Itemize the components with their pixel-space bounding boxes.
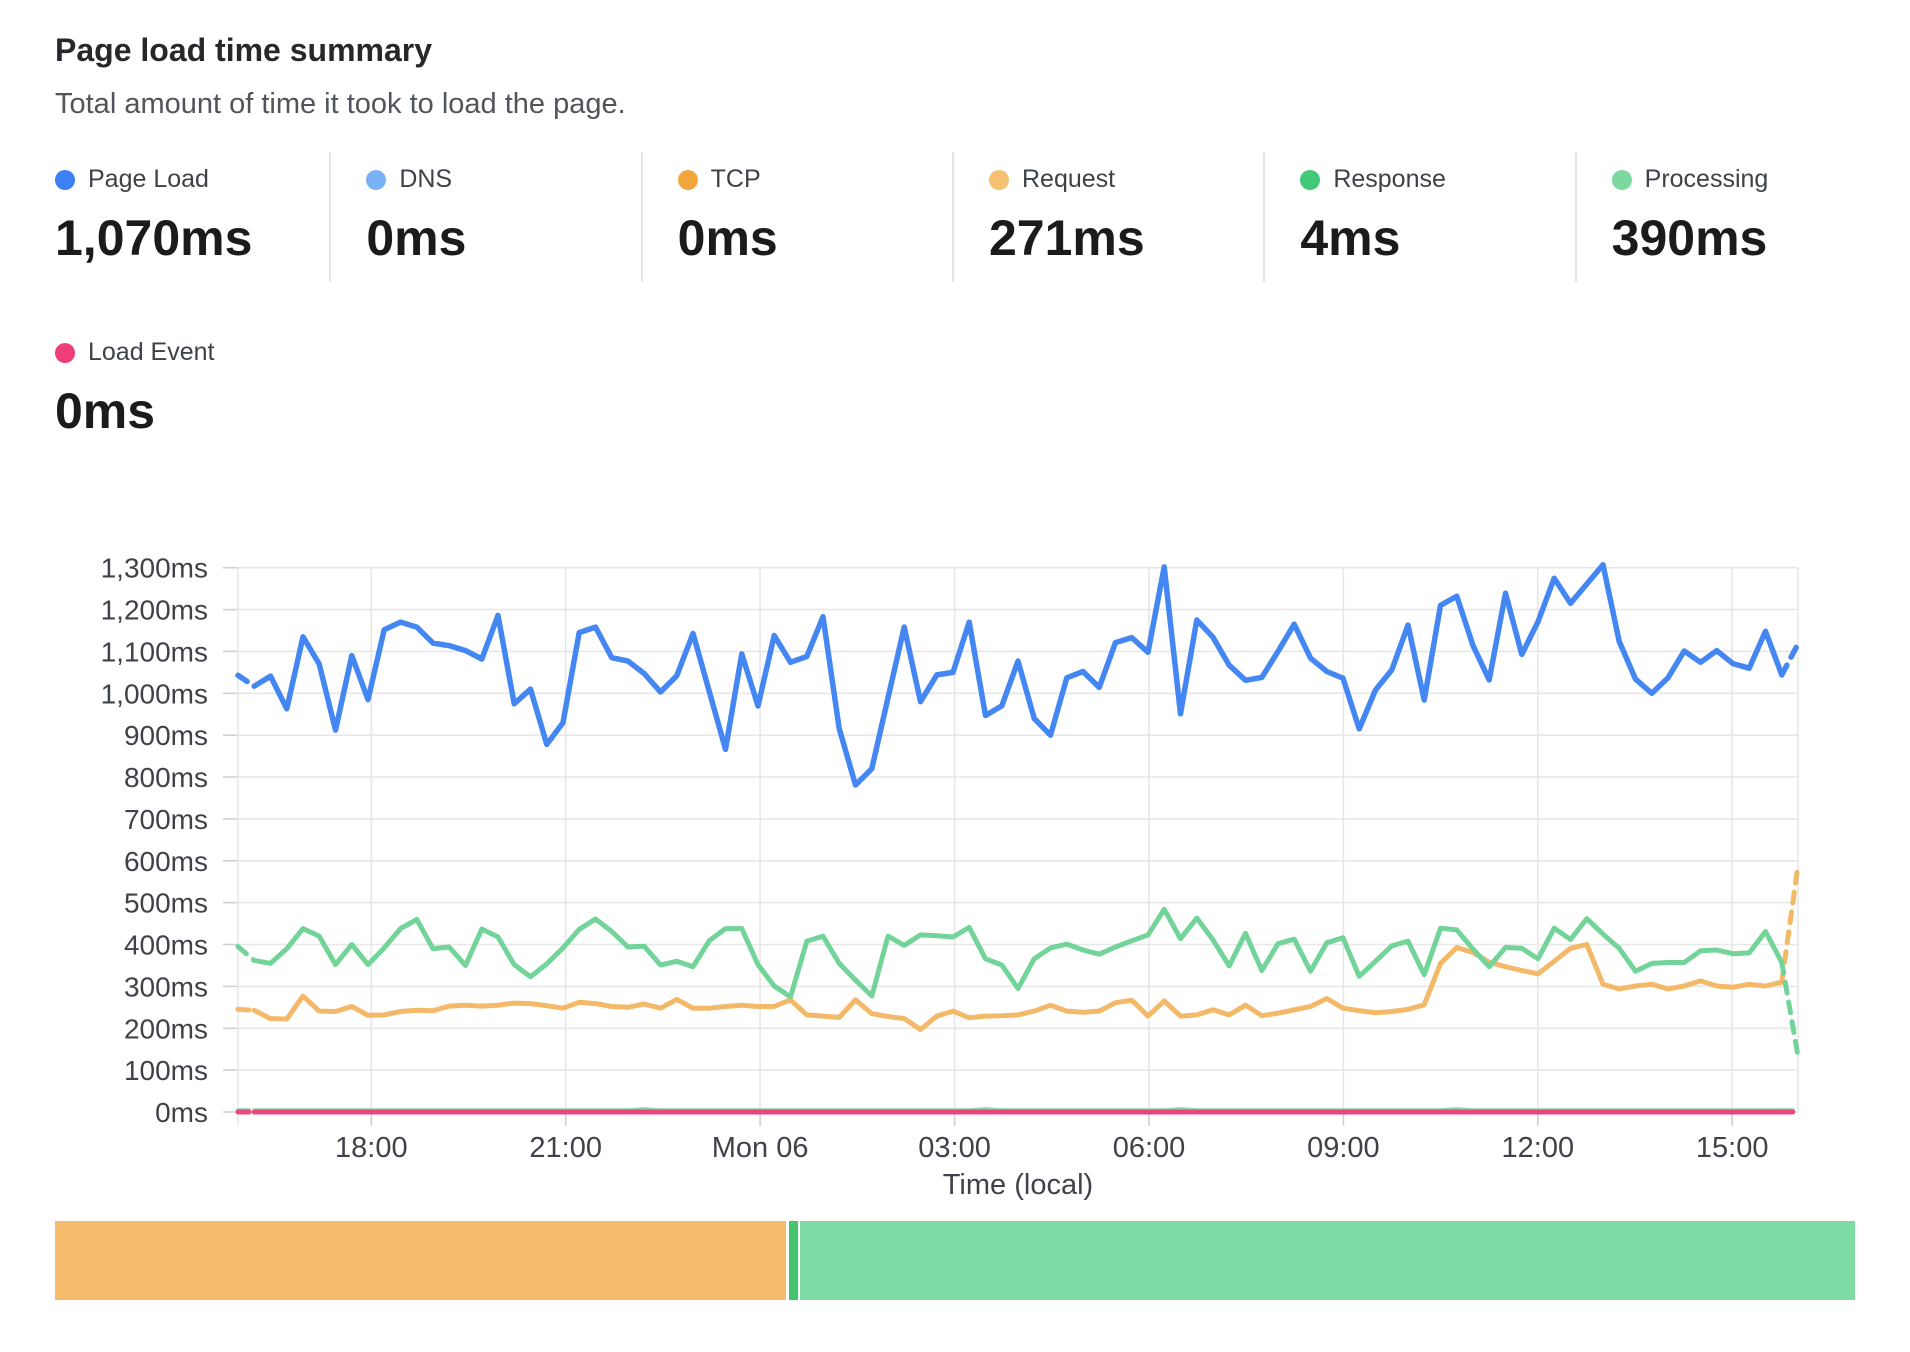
svg-text:0ms: 0ms	[155, 1097, 208, 1128]
svg-text:09:00: 09:00	[1307, 1132, 1380, 1164]
svg-text:Time (local): Time (local)	[943, 1169, 1093, 1201]
svg-text:1,300ms: 1,300ms	[101, 553, 208, 584]
svg-text:200ms: 200ms	[124, 1013, 208, 1044]
svg-text:1,200ms: 1,200ms	[101, 595, 208, 626]
svg-text:500ms: 500ms	[124, 888, 208, 919]
svg-text:300ms: 300ms	[124, 971, 208, 1002]
svg-text:1,000ms: 1,000ms	[101, 678, 208, 709]
svg-text:800ms: 800ms	[124, 762, 208, 793]
svg-text:12:00: 12:00	[1502, 1132, 1575, 1164]
svg-text:600ms: 600ms	[124, 846, 208, 877]
svg-text:400ms: 400ms	[124, 930, 208, 961]
svg-text:21:00: 21:00	[529, 1132, 602, 1164]
svg-text:03:00: 03:00	[918, 1132, 991, 1164]
svg-text:06:00: 06:00	[1113, 1132, 1186, 1164]
svg-text:1,100ms: 1,100ms	[101, 636, 208, 667]
svg-text:100ms: 100ms	[124, 1055, 208, 1086]
svg-text:900ms: 900ms	[124, 720, 208, 751]
svg-text:18:00: 18:00	[335, 1132, 408, 1164]
svg-text:Mon 06: Mon 06	[712, 1132, 809, 1164]
svg-text:700ms: 700ms	[124, 804, 208, 835]
svg-text:15:00: 15:00	[1696, 1132, 1769, 1164]
